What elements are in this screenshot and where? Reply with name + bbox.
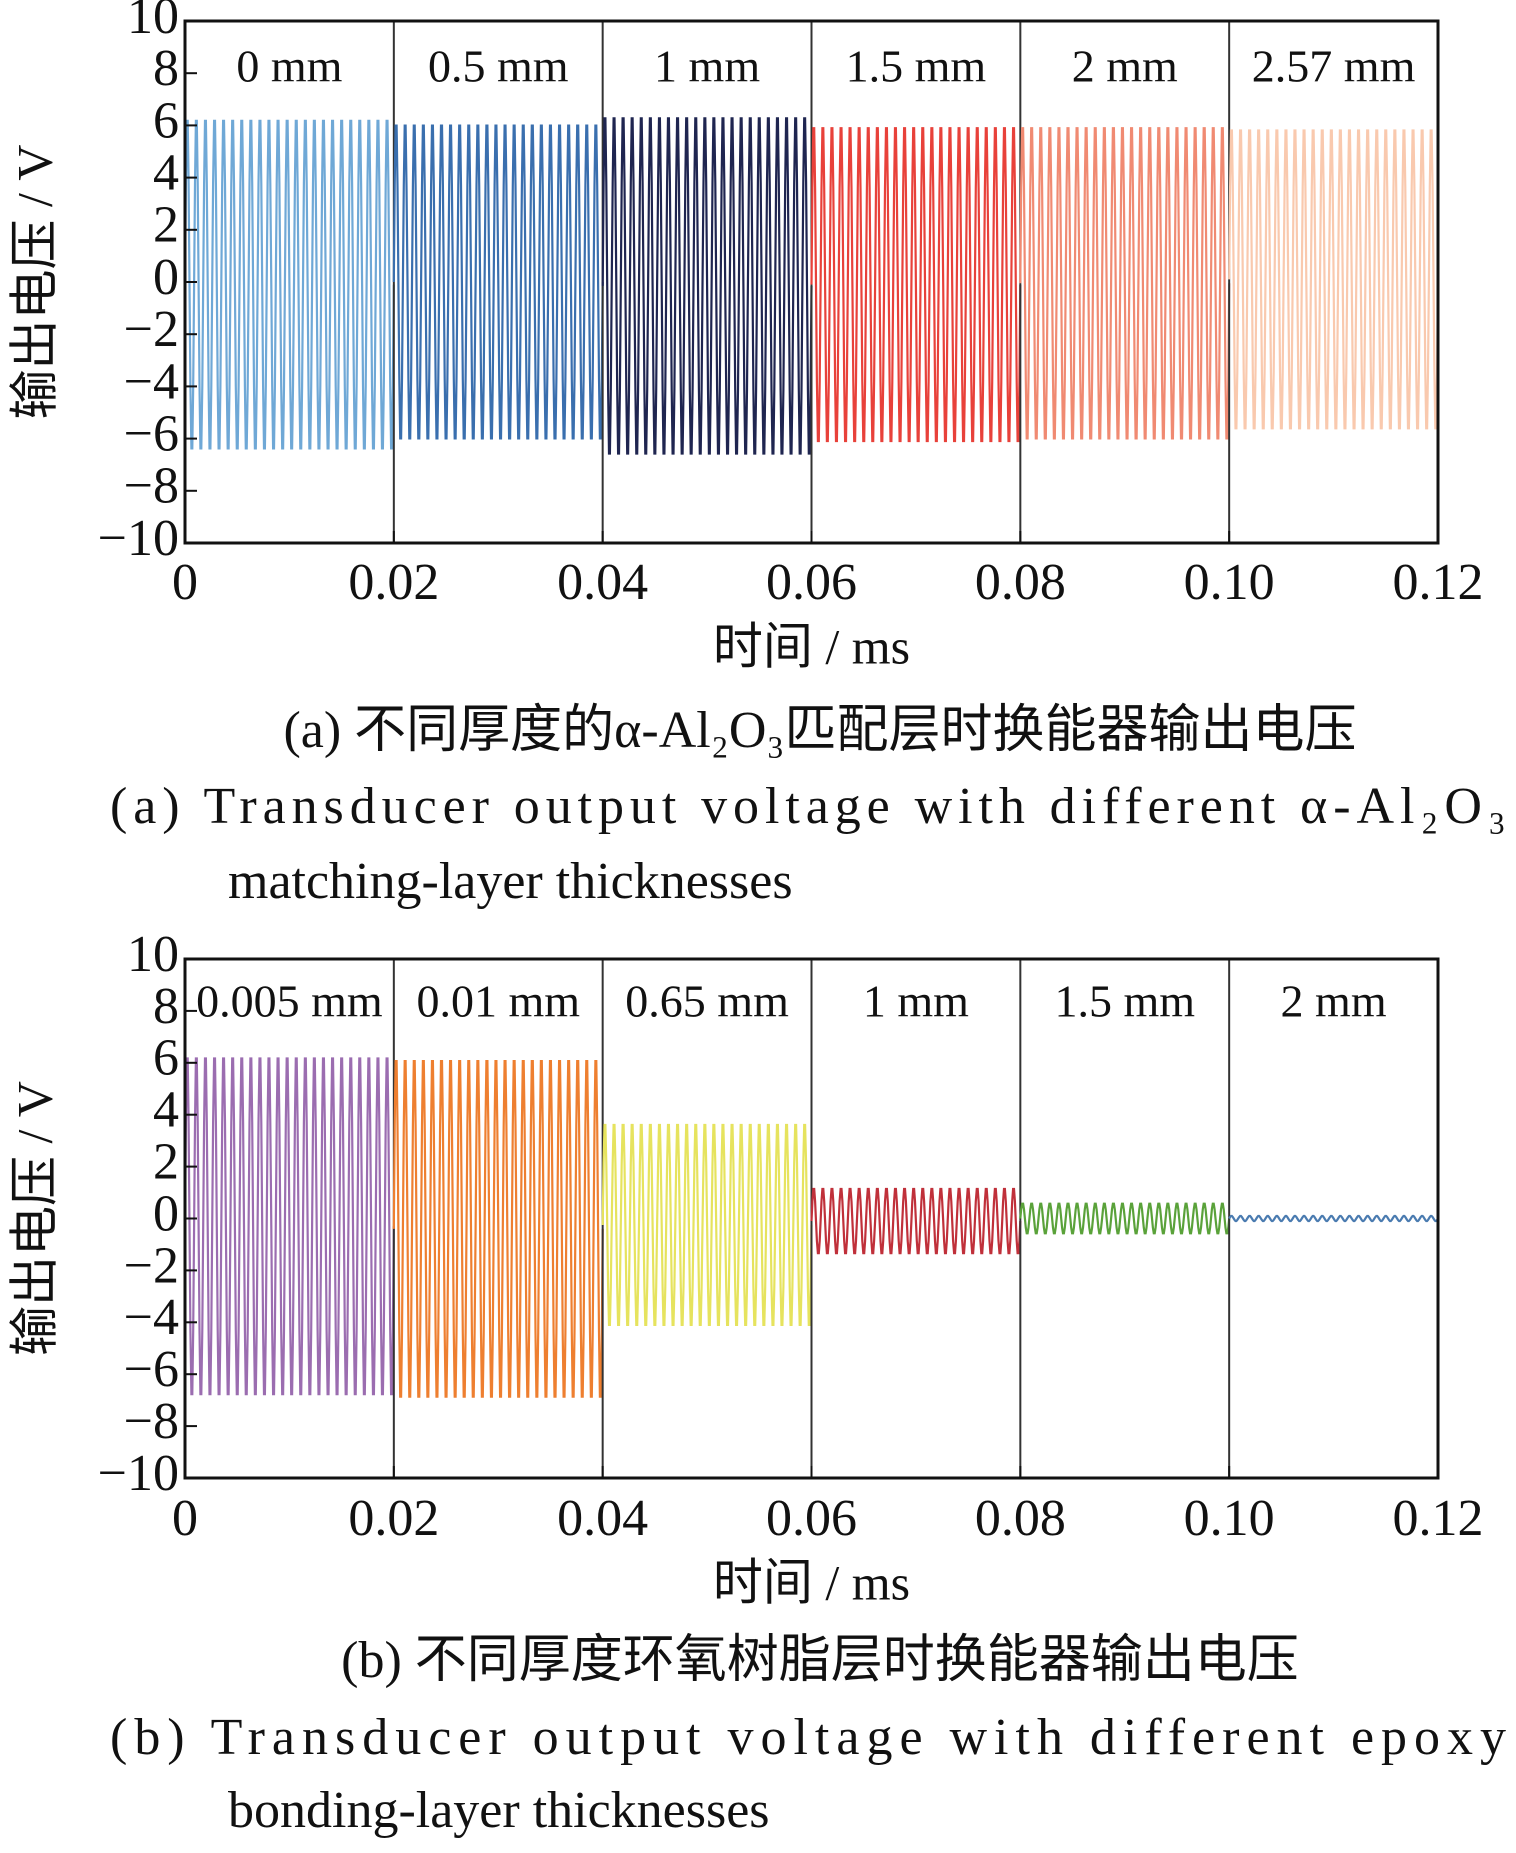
y-tick-label: −8 [124, 458, 179, 515]
segment-label: 1.5 mm [1054, 976, 1195, 1027]
waveform [810, 1187, 1022, 1255]
y-tick-label: 2 [153, 197, 179, 254]
caption-en: bonding-layer thicknesses [228, 1782, 770, 1839]
waveform [392, 1060, 604, 1398]
y-tick-label: 4 [153, 145, 179, 202]
waveform [392, 124, 604, 440]
segment-label: 1.5 mm [846, 41, 987, 92]
y-tick-label: 2 [153, 1134, 179, 1191]
segment-label: 2 mm [1072, 41, 1178, 92]
caption-cn: (b) 不同厚度环氧树脂层时换能器输出电压 [341, 1632, 1299, 1689]
waveform [1228, 129, 1440, 430]
y-tick-label: 10 [127, 926, 179, 983]
segment-label: 0.65 mm [625, 976, 789, 1027]
y-tick-label: 6 [153, 1030, 179, 1087]
waveform [183, 119, 395, 450]
waveform [1019, 127, 1231, 440]
y-tick-label: −6 [124, 1341, 179, 1398]
x-tick-label: 0.06 [766, 554, 857, 611]
caption-en: (b) Transducer output voltage with diffe… [110, 1709, 1506, 1766]
x-tick-label: 0.06 [766, 1490, 857, 1547]
y-tick-label: 0 [153, 249, 179, 306]
segment-label: 0.5 mm [428, 41, 569, 92]
x-tick-label: 0.08 [975, 554, 1066, 611]
y-tick-label: −4 [124, 1289, 179, 1346]
caption-en: (a) Transducer output voltage with diffe… [110, 778, 1506, 835]
waveform [601, 117, 813, 455]
y-axis-label: 输出电压 / V [6, 1081, 62, 1356]
y-tick-label: 8 [153, 40, 179, 97]
y-tick-label: −4 [124, 353, 179, 410]
x-tick-label: 0.12 [1393, 1490, 1484, 1547]
x-tick-label: 0.02 [348, 1490, 439, 1547]
y-tick-label: −6 [124, 406, 179, 463]
y-tick-label: 6 [153, 92, 179, 149]
y-tick-label: −8 [124, 1393, 179, 1450]
x-tick-label: 0.10 [1184, 1490, 1275, 1547]
x-tick-label: 0 [172, 554, 198, 611]
x-tick-label: 0.02 [348, 554, 439, 611]
waveform [183, 1057, 395, 1396]
y-tick-label: 4 [153, 1082, 179, 1139]
x-tick-label: 0.10 [1184, 554, 1275, 611]
segment-label: 1 mm [863, 976, 969, 1027]
x-axis-label: 时间 / ms [713, 1554, 910, 1610]
waveform [810, 127, 1022, 443]
segment-label: 2 mm [1281, 976, 1387, 1027]
x-tick-label: 0.08 [975, 1490, 1066, 1547]
y-axis-label: 输出电压 / V [6, 145, 62, 420]
segment-label: 0.005 mm [196, 976, 383, 1027]
x-tick-label: 0 [172, 1490, 198, 1547]
waveform [1228, 1214, 1439, 1223]
caption-cn: (a) 不同厚度的α-Al₂O₃匹配层时换能器输出电压 [283, 702, 1356, 759]
x-tick-label: 0.12 [1393, 554, 1484, 611]
y-tick-label: −10 [98, 1445, 179, 1502]
x-axis-label: 时间 / ms [713, 618, 910, 674]
segment-label: 1 mm [654, 41, 760, 92]
waveform [1019, 1202, 1231, 1235]
y-tick-label: −2 [124, 301, 179, 358]
waveform [601, 1123, 813, 1326]
x-tick-label: 0.04 [557, 1490, 648, 1547]
segment-label: 0 mm [236, 41, 342, 92]
y-tick-label: −2 [124, 1237, 179, 1294]
y-tick-label: 10 [127, 0, 179, 45]
y-tick-label: 0 [153, 1185, 179, 1242]
caption-en: matching-layer thicknesses [228, 853, 793, 910]
segment-label: 0.01 mm [416, 976, 580, 1027]
x-tick-label: 0.04 [557, 554, 648, 611]
segment-label: 2.57 mm [1252, 41, 1416, 92]
y-tick-label: −10 [98, 510, 179, 567]
y-tick-label: 8 [153, 978, 179, 1035]
